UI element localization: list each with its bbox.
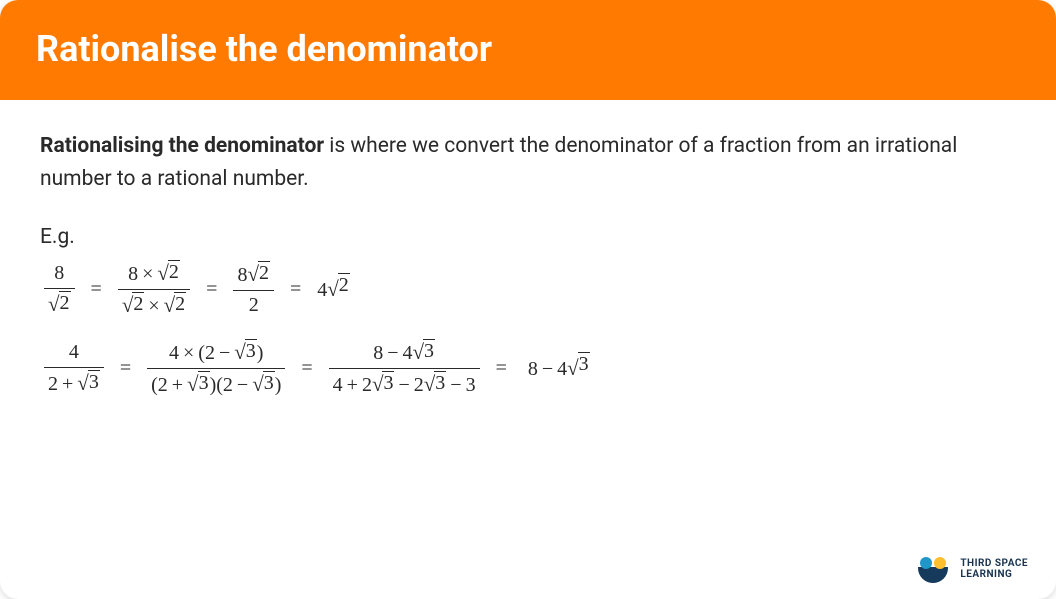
- sqrt-icon: 2: [48, 291, 71, 317]
- sqrt-icon: 3: [252, 371, 275, 397]
- logo-text: THIRD SPACE LEARNING: [960, 558, 1028, 581]
- eq2-f3-num: 8−43: [369, 339, 439, 366]
- eq2-frac2: 4×(2−3) (2+3)(2−3): [147, 339, 285, 398]
- sqrt-icon: 2: [247, 261, 270, 287]
- eq2-f1-num: 4: [65, 340, 83, 365]
- eq1-result: 42: [317, 273, 350, 306]
- sqrt-icon: 3: [413, 339, 436, 365]
- info-card: Rationalise the denominator Rationalisin…: [0, 0, 1056, 599]
- sqrt-icon: 3: [187, 371, 210, 397]
- equation-1: 8 2 = 8×2 2×2 = 82 2 = 42: [44, 260, 1016, 319]
- equals-sign: =: [114, 353, 137, 384]
- eq2-frac1: 4 2+3: [44, 340, 104, 397]
- eq2-f1-den: 2+3: [44, 370, 104, 397]
- logo-mark-icon: [916, 557, 950, 581]
- example-label: E.g.: [40, 221, 1016, 254]
- sqrt-icon: 3: [234, 339, 257, 365]
- intro-bold: Rationalising the denominator: [40, 134, 324, 158]
- sqrt-icon: 3: [372, 371, 395, 397]
- sqrt-icon: 2: [164, 292, 187, 318]
- eq1-f3-den: 2: [245, 293, 263, 318]
- card-header: Rationalise the denominator: [0, 0, 1056, 100]
- eq2-f2-num: 4×(2−3): [165, 339, 267, 366]
- eq2-result: 8−43: [523, 352, 590, 385]
- equation-2: 4 2+3 = 4×(2−3) (2+3)(2−3) = 8−43 4+23−2…: [44, 339, 1016, 398]
- eq1-f3-num: 82: [233, 261, 274, 288]
- intro-paragraph: Rationalising the denominator is where w…: [40, 130, 1016, 195]
- logo-line1: THIRD SPACE: [960, 558, 1028, 570]
- eq2-f3-den: 4+23−23−3: [329, 371, 480, 398]
- sqrt-icon: 2: [327, 273, 350, 306]
- brand-logo: THIRD SPACE LEARNING: [916, 557, 1028, 581]
- card-title: Rationalise the denominator: [36, 28, 492, 70]
- eq2-frac3: 8−43 4+23−23−3: [329, 339, 480, 398]
- eq1-frac1: 8 2: [44, 261, 75, 318]
- equals-sign: =: [284, 274, 307, 305]
- sqrt-icon: 3: [424, 371, 447, 397]
- sqrt-icon: 3: [567, 352, 590, 385]
- equals-sign: =: [200, 274, 223, 305]
- card-content: Rationalising the denominator is where w…: [0, 100, 1056, 438]
- equals-sign: =: [295, 353, 318, 384]
- eq1-f1-num: 8: [50, 261, 68, 286]
- eq1-frac2: 8×2 2×2: [118, 260, 190, 319]
- sqrt-icon: 3: [77, 370, 100, 396]
- sqrt-icon: 2: [157, 260, 180, 286]
- eq1-frac3: 82 2: [233, 261, 274, 318]
- eq1-f2-den: 2×2: [118, 292, 190, 319]
- equals-sign: =: [85, 274, 108, 305]
- eq1-f2-num: 8×2: [124, 260, 184, 287]
- logo-line2: LEARNING: [960, 569, 1028, 581]
- eq2-f2-den: (2+3)(2−3): [147, 371, 285, 398]
- sqrt-icon: 2: [122, 292, 145, 318]
- equals-sign: =: [490, 353, 513, 384]
- eq1-f1-den: 2: [44, 291, 75, 318]
